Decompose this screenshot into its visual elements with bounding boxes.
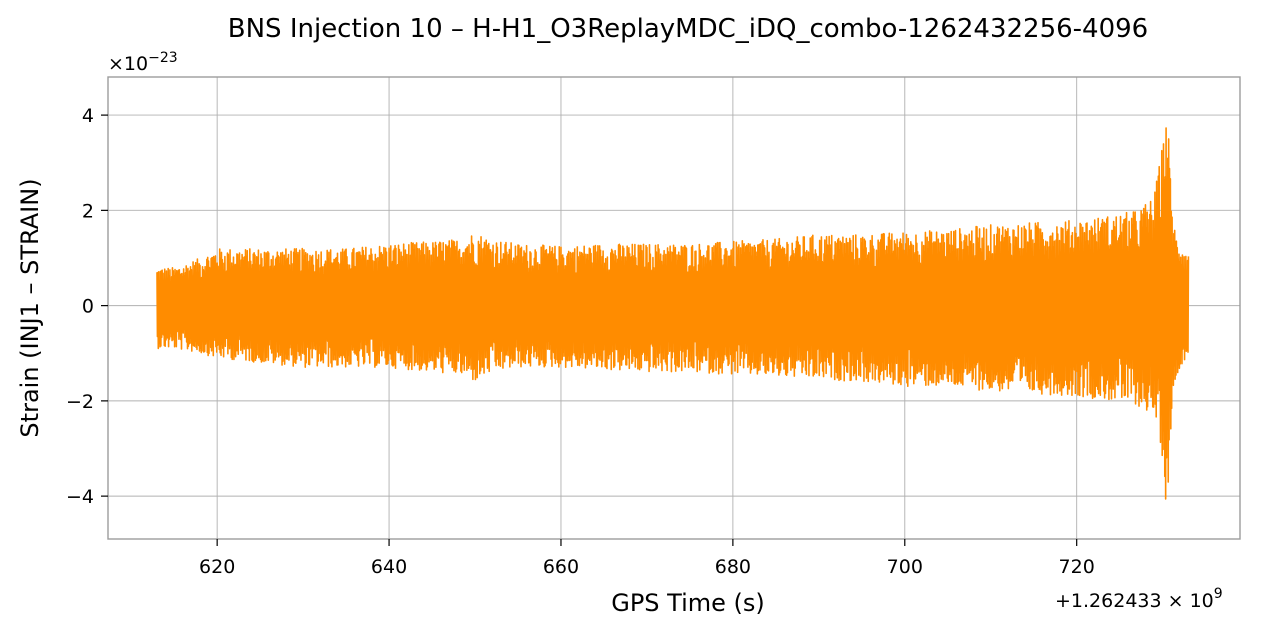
y-tick-label: 0 (82, 296, 94, 318)
x-tick-label: 720 (1059, 556, 1095, 578)
x-axis-label: GPS Time (s) (611, 589, 765, 617)
x-tick-label: 620 (199, 556, 235, 578)
y-tick-label: −2 (66, 391, 94, 413)
y-scale-label: ×10−23 (108, 50, 178, 75)
x-tick-label: 640 (371, 556, 407, 578)
x-tick-label: 680 (715, 556, 751, 578)
svg-text:+1.262433 × 109: +1.262433 × 109 (1055, 586, 1223, 612)
x-offset-label: +1.262433 × 109 (1055, 586, 1223, 612)
x-offset-exponent: 9 (1214, 586, 1223, 602)
series-0-line (156, 127, 1190, 500)
y-scale-exponent: −23 (148, 50, 178, 66)
series-layer (156, 127, 1190, 500)
y-axis-label: Strain (INJ1 – STRAIN) (16, 178, 44, 437)
plot-frame (107, 76, 1241, 540)
x-axis-ticks: 620 640 660 680 700 720 (199, 539, 1095, 578)
x-tick-label: 700 (887, 556, 923, 578)
y-tick-label: 2 (82, 200, 94, 222)
y-scale-base: ×10 (108, 53, 148, 75)
chart-title: BNS Injection 10 – H-H1_O3ReplayMDC_iDQ_… (228, 14, 1148, 44)
y-tick-label: 4 (82, 105, 94, 127)
y-tick-label: −4 (66, 486, 94, 508)
y-axis-ticks: 4 2 0 −2 −4 (66, 105, 108, 508)
x-offset-base: +1.262433 × 10 (1055, 590, 1214, 612)
x-tick-label: 660 (543, 556, 579, 578)
svg-text:×10−23: ×10−23 (108, 50, 178, 75)
